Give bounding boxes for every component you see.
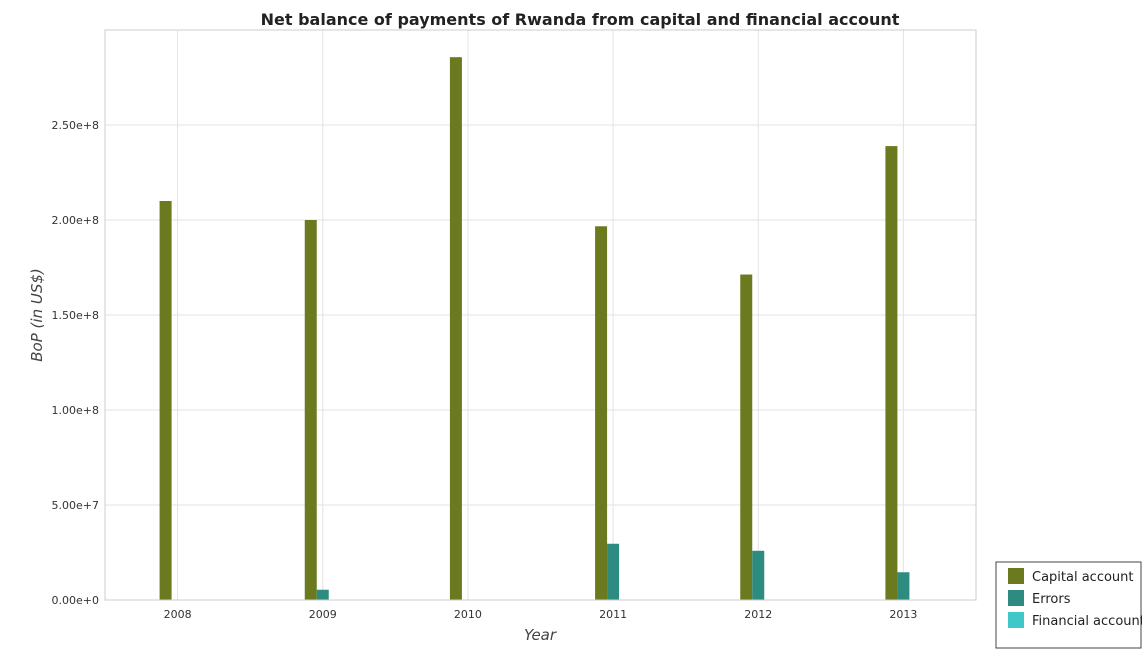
chart-title: Net balance of payments of Rwanda from c… xyxy=(261,10,900,29)
legend-label: Financial account xyxy=(1032,614,1142,629)
bar-errors-2013 xyxy=(897,572,910,600)
bar-capital-account-2009 xyxy=(304,220,317,600)
x-tick-label: 2010 xyxy=(454,608,482,621)
bar-capital-account-2012 xyxy=(740,274,753,600)
bar-errors-2009 xyxy=(316,589,329,600)
x-tick-label: 2013 xyxy=(889,608,917,621)
x-tick-label: 2008 xyxy=(164,608,192,621)
y-tick-label: 5.00e+7 xyxy=(52,499,99,512)
bars xyxy=(159,57,910,601)
y-ticks: 0.00e+0 5.00e+7 1.00e+8 1.50e+8 2.00e+8 2.50e… xyxy=(52,119,99,607)
bar-capital-account-2008 xyxy=(159,201,172,600)
legend-swatch xyxy=(1008,568,1024,584)
x-ticks: 2008 2009 2010 2011 2012 2013 xyxy=(164,608,918,621)
bar-errors-2011 xyxy=(607,543,620,600)
x-axis-label: Year xyxy=(524,626,557,644)
y-axis-label: BoP (in US$) xyxy=(28,268,46,361)
x-tick-label: 2011 xyxy=(599,608,627,621)
legend-swatch xyxy=(1008,612,1024,628)
y-tick-label: 2.00e+8 xyxy=(52,214,99,227)
legend-swatch xyxy=(1008,590,1024,606)
bar-errors-2012 xyxy=(752,550,765,600)
legend: Capital account Errors Financial account xyxy=(995,561,1142,649)
legend-label: Capital account xyxy=(1032,570,1134,585)
bar-capital-account-2010 xyxy=(449,57,462,601)
y-tick-label: 2.50e+8 xyxy=(52,119,99,132)
plot-frame xyxy=(104,29,977,601)
y-tick-label: 1.50e+8 xyxy=(52,309,99,322)
x-tick-label: 2009 xyxy=(309,608,337,621)
y-tick-label: 1.00e+8 xyxy=(52,404,99,417)
bar-capital-account-2011 xyxy=(595,226,608,600)
legend-label: Errors xyxy=(1032,592,1071,607)
grid xyxy=(105,30,976,601)
x-tick-label: 2012 xyxy=(744,608,772,621)
bar-capital-account-2013 xyxy=(885,146,898,600)
y-tick-label: 0.00e+0 xyxy=(52,594,99,607)
